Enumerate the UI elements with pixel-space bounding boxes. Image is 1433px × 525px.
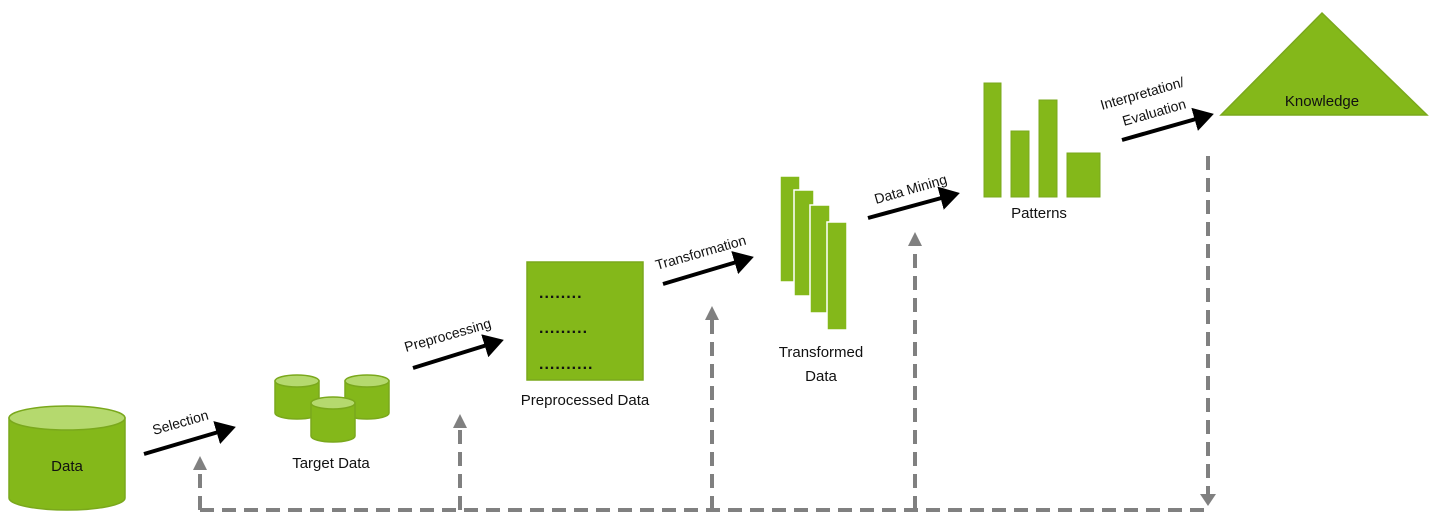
transformation-label: Transformation	[653, 232, 747, 273]
target-cylinder-left-top	[274, 374, 320, 388]
data-cylinder-top	[8, 405, 126, 431]
data-mining-label: Data Mining	[872, 171, 948, 207]
feedback-up-arrowhead-preprocessing	[453, 414, 467, 428]
preprocessed-data-box	[526, 261, 644, 381]
selection-arrow	[143, 421, 236, 456]
selection-label: Selection	[150, 407, 210, 438]
transformed-sheet-4	[826, 221, 848, 331]
feedback-up-arrowhead-transformation	[705, 306, 719, 320]
knowledge-triangle	[1219, 11, 1429, 116]
interpretation-step: Interpretation/ Evaluation	[1098, 74, 1214, 142]
transformed-data-label-line1: Transformed	[779, 344, 863, 361]
preprocessed-line-3: ..........	[539, 356, 593, 373]
target-data-label: Target Data	[292, 455, 370, 472]
target-cylinder-front-top	[310, 396, 356, 410]
data-mining-arrow	[867, 186, 960, 220]
transformed-data-label-line2: Data	[805, 368, 837, 385]
transformed-data-node: Transformed Data	[779, 175, 863, 385]
preprocessing-arrow	[412, 334, 504, 370]
data-label: Data	[51, 458, 83, 475]
transformation-arrow	[662, 251, 754, 286]
data-node: Data	[8, 405, 126, 511]
selection-step: Selection	[143, 407, 236, 456]
pattern-bar-2	[1010, 130, 1030, 198]
feedback-down-arrowhead	[1200, 494, 1216, 506]
feedback-up-arrowhead-selection	[193, 456, 207, 470]
preprocessed-data-node: ........ ......... .......... Preprocess…	[521, 261, 650, 409]
target-data-node: Target Data	[274, 374, 390, 472]
knowledge-label: Knowledge	[1285, 93, 1359, 110]
preprocessed-data-label: Preprocessed Data	[521, 392, 650, 409]
target-cylinder-front-body	[310, 402, 356, 443]
preprocessed-line-1: ........	[539, 285, 583, 302]
patterns-label: Patterns	[1011, 205, 1067, 222]
feedback-loop	[193, 156, 1216, 512]
knowledge-node: Knowledge	[1219, 11, 1429, 116]
patterns-node: Patterns	[983, 82, 1101, 222]
transformation-step: Transformation	[653, 232, 754, 286]
pattern-bar-1	[983, 82, 1002, 198]
preprocessing-step: Preprocessing	[402, 315, 504, 370]
pattern-bar-3	[1038, 99, 1058, 198]
target-cylinder-right-top	[344, 374, 390, 388]
interpretation-arrow	[1121, 107, 1214, 142]
feedback-up-arrowhead-data-mining	[908, 232, 922, 246]
preprocessed-line-2: .........	[539, 320, 588, 337]
data-mining-step: Data Mining	[867, 171, 960, 220]
data-cylinder-body	[8, 417, 126, 511]
pattern-bar-4	[1066, 152, 1101, 198]
